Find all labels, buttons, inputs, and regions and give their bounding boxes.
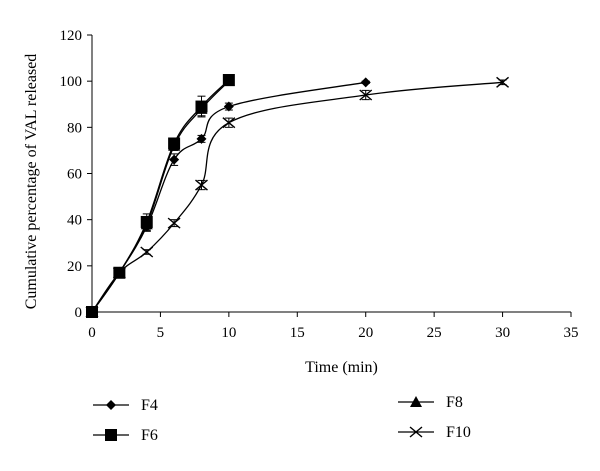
- series-line: [91, 79, 230, 313]
- data-point: [168, 139, 181, 151]
- legend-label: F4: [141, 397, 158, 414]
- legend-marker: [410, 396, 422, 407]
- data-point: [85, 306, 99, 318]
- series-line: [91, 81, 366, 313]
- data-point: [222, 117, 236, 129]
- x-marker-stroke: [359, 89, 373, 101]
- legend-item-f8: F8: [398, 394, 463, 411]
- y-tick-label: 40: [67, 213, 82, 229]
- data-point: [359, 89, 373, 101]
- y-tick-label: 0: [75, 305, 83, 321]
- x-tick-label: 20: [358, 325, 373, 341]
- series-f4: [87, 77, 371, 317]
- legend-label: F8: [446, 394, 463, 411]
- data-point: [112, 267, 126, 279]
- data-point: [140, 218, 153, 230]
- legend-label: F10: [446, 424, 471, 441]
- legend: F4 F6 F8 F10: [93, 394, 471, 444]
- series-f10: [85, 76, 510, 318]
- data-point: [195, 179, 208, 191]
- series-layer: [85, 74, 510, 318]
- data-point: [196, 133, 207, 144]
- x-marker-stroke: [167, 217, 181, 229]
- legend-marker: [409, 426, 423, 438]
- data-point: [167, 217, 181, 229]
- data-point: [496, 76, 510, 88]
- y-tick-label: 60: [67, 167, 82, 183]
- x-marker-stroke: [409, 426, 423, 438]
- x-axis-title: Time (min): [305, 359, 378, 376]
- y-tick-label: 100: [60, 74, 83, 90]
- x-tick-label: 10: [221, 325, 236, 341]
- x-tick-label: 25: [427, 325, 442, 341]
- data-point: [222, 75, 235, 87]
- x-marker-stroke: [85, 306, 99, 318]
- x-marker-stroke: [140, 246, 154, 258]
- data-point: [169, 154, 180, 165]
- x-tick-label: 15: [290, 325, 305, 341]
- x-marker-stroke: [496, 76, 510, 88]
- legend-item-f10: F10: [398, 424, 471, 441]
- x-marker-stroke: [195, 179, 208, 191]
- legend-item-f4: F4: [93, 397, 158, 414]
- x-tick-label: 0: [88, 325, 96, 341]
- legend-item-f6: F6: [93, 427, 158, 444]
- data-point: [195, 102, 208, 114]
- y-tick-label: 80: [67, 120, 82, 136]
- y-axis-title: Cumulative percentage of VAL released: [23, 54, 40, 310]
- x-marker-stroke: [112, 267, 126, 279]
- x-tick-label: 35: [564, 325, 579, 341]
- series-line: [91, 80, 230, 313]
- x-tick-label: 5: [157, 325, 165, 341]
- axes: 0 20 40 60 80 100 120 0 5 10 15 20 25 30 35: [60, 28, 579, 341]
- data-point: [140, 246, 154, 258]
- series-line: [91, 81, 503, 313]
- y-tick-label: 20: [67, 259, 82, 275]
- series-f6: [86, 74, 235, 318]
- x-tick-label: 30: [495, 325, 510, 341]
- legend-label: F6: [141, 427, 158, 444]
- series-f8: [86, 75, 235, 317]
- legend-marker: [106, 400, 116, 410]
- data-point: [360, 77, 371, 88]
- y-tick-label: 120: [60, 28, 83, 44]
- x-marker-stroke: [222, 117, 236, 129]
- legend-marker: [105, 429, 117, 441]
- data-point: [223, 101, 234, 112]
